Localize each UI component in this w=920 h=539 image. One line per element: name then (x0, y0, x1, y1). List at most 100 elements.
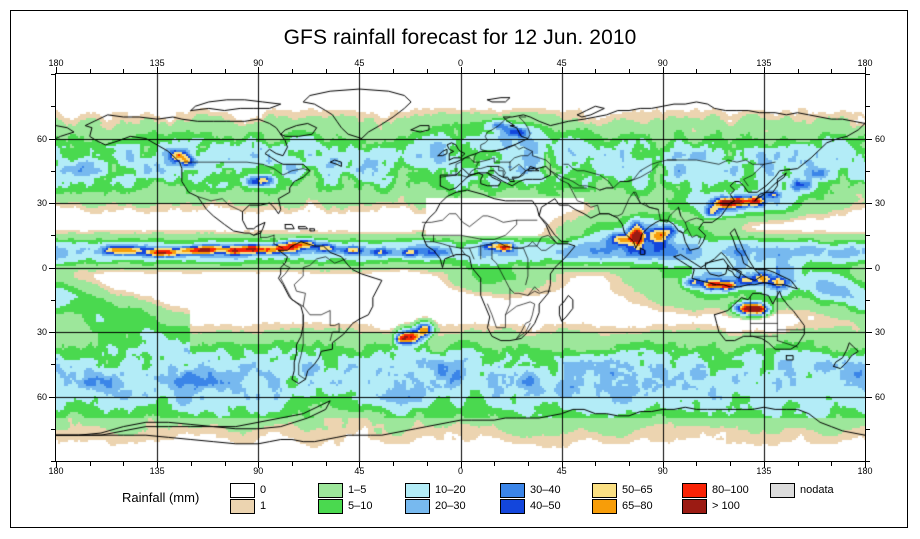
legend-label: 65–80 (622, 499, 653, 512)
x-axis-label-bottom: 45 (354, 466, 365, 476)
x-major-tick-top (663, 67, 664, 73)
x-minor-tick-bottom (292, 462, 293, 466)
legend-swatch (318, 498, 343, 514)
y-minor-tick-left (51, 429, 55, 430)
x-minor-tick-bottom (393, 462, 394, 466)
x-axis-label-bottom: 45 (556, 466, 567, 476)
x-axis-label-top: 180 (857, 58, 873, 68)
legend-column: 80–100 > 100 (682, 482, 749, 514)
y-minor-tick-left (51, 235, 55, 236)
legend-swatch (405, 482, 430, 498)
x-minor-tick-bottom (427, 462, 428, 466)
legend-label: 1 (260, 499, 267, 512)
x-axis-label-bottom: 135 (149, 466, 165, 476)
x-major-tick-bottom (56, 462, 57, 468)
y-minor-tick-right (866, 364, 870, 365)
x-major-tick-top (359, 67, 360, 73)
legend-column: 1–5 5–10 (318, 482, 372, 514)
y-minor-tick-right (866, 235, 870, 236)
legend-entry: 5–10 (318, 498, 372, 514)
legend-swatch (592, 482, 617, 498)
y-axis-label-right: 30 (875, 198, 886, 208)
x-axis-label-top: 90 (657, 58, 668, 68)
x-major-tick-top (461, 67, 462, 73)
y-major-tick-left (49, 268, 55, 269)
x-minor-tick-bottom (191, 462, 192, 466)
legend-entry: 65–80 (592, 498, 653, 514)
y-minor-tick-right (866, 461, 870, 462)
x-major-tick-bottom (157, 462, 158, 468)
legend-label: 0 (260, 483, 267, 496)
y-axis-label-right: 30 (875, 327, 886, 337)
legend-entry: 0 (230, 482, 266, 498)
x-minor-tick-bottom (831, 462, 832, 466)
x-major-tick-bottom (764, 462, 765, 468)
y-major-tick-left (49, 397, 55, 398)
y-minor-tick-left (51, 106, 55, 107)
legend-label: 50–65 (622, 483, 653, 496)
y-axis-label-left: 30 (36, 327, 47, 337)
legend-label: 30–40 (530, 483, 561, 496)
x-major-tick-bottom (461, 462, 462, 468)
x-minor-tick-top (629, 69, 630, 73)
legend-entry: 30–40 (500, 482, 561, 498)
legend-label: 40–50 (530, 499, 561, 512)
legend-label: 80–100 (712, 483, 749, 496)
x-minor-tick-top (494, 69, 495, 73)
legend-column: nodata (770, 482, 834, 498)
x-major-tick-top (865, 67, 866, 73)
legend-entry: 40–50 (500, 498, 561, 514)
legend-entry: 1 (230, 498, 266, 514)
legend-label: 5–10 (348, 499, 373, 512)
y-minor-tick-left (51, 74, 55, 75)
x-major-tick-bottom (258, 462, 259, 468)
y-minor-tick-right (866, 300, 870, 301)
legend-swatch (770, 482, 795, 498)
x-minor-tick-top (326, 69, 327, 73)
legend-entry: 80–100 (682, 482, 749, 498)
x-axis-label-top: 90 (253, 58, 264, 68)
y-minor-tick-right (866, 429, 870, 430)
x-major-tick-bottom (359, 462, 360, 468)
x-minor-tick-top (225, 69, 226, 73)
rainfall-map-canvas (56, 74, 865, 461)
legend-entry: nodata (770, 482, 834, 498)
x-minor-tick-bottom (225, 462, 226, 466)
x-minor-tick-bottom (798, 462, 799, 466)
y-axis-label-left: 60 (36, 391, 47, 402)
x-minor-tick-bottom (629, 462, 630, 466)
x-minor-tick-bottom (90, 462, 91, 466)
x-axis-label-top: 180 (48, 58, 64, 68)
x-axis-label-bottom: 0 (457, 466, 464, 476)
legend-swatch (230, 498, 255, 514)
y-major-tick-right (866, 139, 872, 140)
x-axis-label-top: 135 (149, 58, 165, 68)
x-minor-tick-bottom (730, 462, 731, 466)
y-major-tick-right (866, 397, 872, 398)
x-minor-tick-top (123, 69, 124, 73)
legend-entry: 10–20 (405, 482, 466, 498)
y-minor-tick-left (51, 364, 55, 365)
legend-swatch (682, 498, 707, 514)
x-minor-tick-bottom (696, 462, 697, 466)
y-major-tick-left (49, 332, 55, 333)
x-minor-tick-top (90, 69, 91, 73)
x-minor-tick-top (427, 69, 428, 73)
legend-entry: 20–30 (405, 498, 466, 514)
x-minor-tick-bottom (494, 462, 495, 466)
x-minor-tick-top (831, 69, 832, 73)
y-axis-label-right: 60 (875, 391, 886, 402)
map-plot-area (55, 73, 866, 462)
x-minor-tick-top (730, 69, 731, 73)
x-minor-tick-top (798, 69, 799, 73)
legend-swatch (230, 482, 255, 498)
y-major-tick-left (49, 139, 55, 140)
legend-label: 1–5 (348, 483, 367, 496)
x-minor-tick-top (696, 69, 697, 73)
x-minor-tick-bottom (528, 462, 529, 466)
x-axis-label-bottom: 180 (857, 466, 873, 476)
legend-column: 50–65 65–80 (592, 482, 653, 514)
legend-entry: 50–65 (592, 482, 653, 498)
